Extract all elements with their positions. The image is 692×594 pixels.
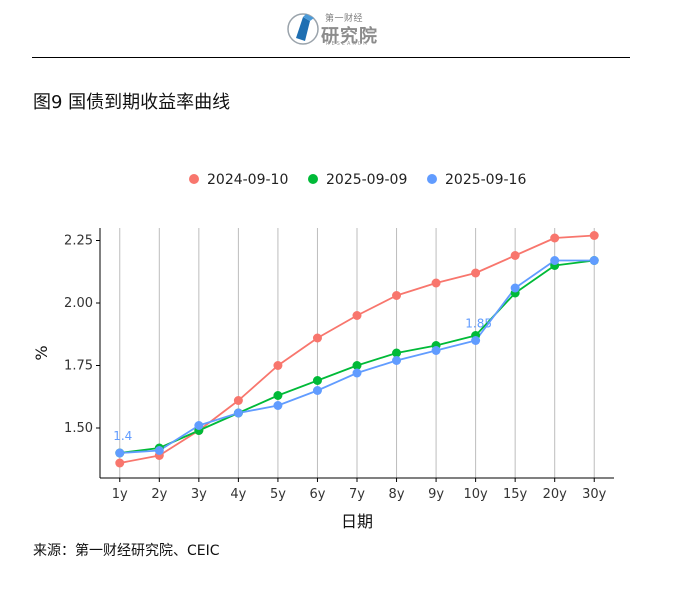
data-point-2024-09-10-8y — [392, 291, 402, 300]
data-point-2025-09-16-5y — [273, 401, 283, 410]
legend-marker-2024-09-10 — [189, 174, 199, 184]
data-point-2024-09-10-4y — [233, 396, 243, 405]
data-point-2025-09-16-10y — [471, 336, 481, 345]
data-point-2024-09-10-30y — [589, 231, 599, 240]
data-point-2024-09-10-9y — [431, 278, 441, 288]
data-point-2025-09-16-20y — [550, 256, 560, 265]
x-tick-label: 10y — [463, 487, 488, 502]
brand-name: 研究院 — [321, 26, 378, 47]
x-tick-label: 30y — [582, 487, 607, 502]
x-tick-label: 15y — [503, 487, 528, 502]
data-point-2025-09-16-8y — [392, 356, 402, 365]
data-point-2025-09-09-7y — [352, 361, 362, 370]
figure-title: 图9 国债到期收益率曲线 — [33, 92, 231, 113]
data-point-2025-09-09-6y — [312, 376, 322, 385]
data-label: 1.85 — [465, 317, 492, 331]
data-point-2025-09-16-1y — [115, 448, 125, 458]
y-tick-label: 1.75 — [64, 359, 93, 374]
data-point-2025-09-16-3y — [194, 421, 204, 430]
x-tick-label: 9y — [428, 487, 444, 502]
data-point-2024-09-10-15y — [510, 251, 520, 260]
x-tick-label: 20y — [543, 487, 568, 502]
data-point-2025-09-16-9y — [431, 346, 441, 355]
header-divider — [32, 57, 630, 58]
data-point-2024-09-10-6y — [312, 333, 322, 343]
x-tick-label: 6y — [309, 487, 325, 502]
data-point-2024-09-10-7y — [352, 311, 362, 320]
data-point-2025-09-16-6y — [312, 386, 322, 395]
brand-logo — [286, 7, 386, 51]
y-tick-label: 1.50 — [64, 421, 93, 436]
x-tick-label: 3y — [191, 487, 207, 502]
y-tick-label: 2.00 — [64, 296, 93, 311]
x-tick-label: 4y — [230, 487, 246, 502]
data-point-2025-09-16-2y — [154, 446, 164, 455]
data-point-2025-09-09-5y — [273, 391, 283, 400]
y-tick-label: 2.25 — [64, 234, 93, 249]
data-point-2025-09-16-7y — [352, 368, 362, 378]
data-point-2024-09-10-20y — [550, 233, 560, 243]
x-tick-label: 8y — [389, 487, 405, 502]
x-tick-label: 5y — [270, 487, 286, 502]
legend-marker-2025-09-09 — [308, 174, 318, 184]
data-point-2024-09-10-5y — [273, 361, 283, 370]
brand-top-text: 第一财经 — [325, 14, 364, 24]
x-tick-label: 1y — [112, 487, 128, 502]
data-point-2024-09-10-10y — [471, 268, 481, 278]
source-note: 来源：第一财经研究院、CEIC — [33, 543, 220, 559]
legend-label: 2025-09-09 — [326, 172, 407, 188]
data-point-2025-09-09-8y — [392, 348, 402, 358]
legend-label: 2025-09-16 — [445, 172, 526, 188]
x-tick-label: 2y — [151, 487, 167, 502]
brand-logo-icon — [287, 13, 319, 45]
data-point-2024-09-10-1y — [115, 458, 125, 468]
x-tick-label: 7y — [349, 487, 365, 502]
data-point-2025-09-16-4y — [233, 408, 243, 418]
data-point-2025-09-16-15y — [510, 283, 520, 293]
legend-marker-2025-09-16 — [427, 174, 437, 184]
x-axis-title: 日期 — [341, 512, 373, 531]
legend-label: 2024-09-10 — [207, 172, 288, 188]
brand-subtitle: RESEARCH — [326, 41, 369, 47]
y-axis-title: % — [32, 345, 51, 360]
data-label: 1.4 — [113, 429, 132, 443]
data-point-2025-09-16-30y — [589, 256, 599, 265]
